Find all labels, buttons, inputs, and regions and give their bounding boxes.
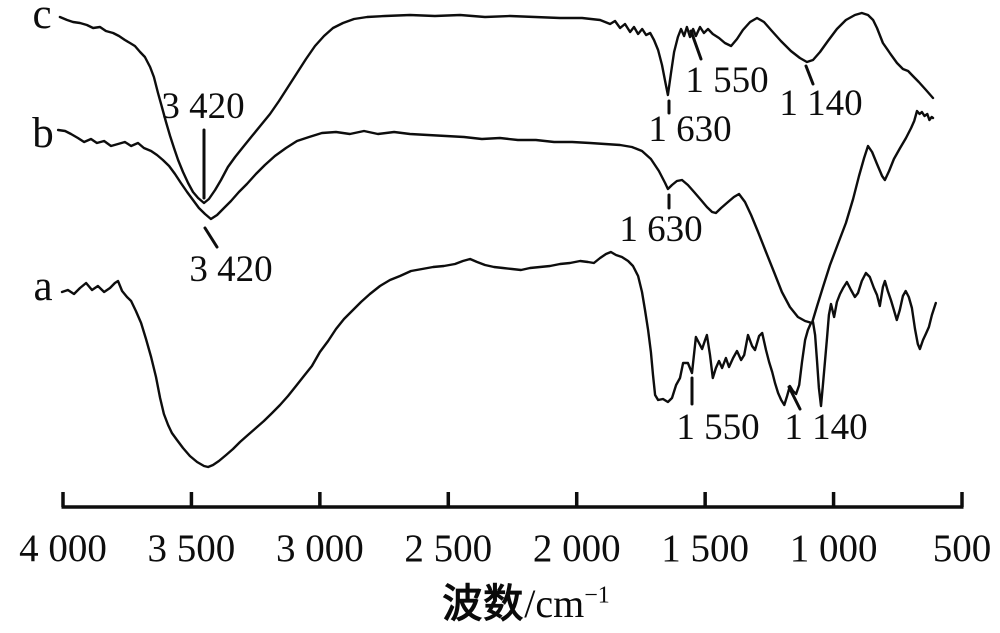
peak-leader-b-3420 — [203, 226, 219, 249]
x-axis-title-unit: /cm — [524, 581, 585, 626]
peak-label-c-1550: 1 550 — [685, 60, 768, 101]
peak-label-c-1140: 1 140 — [779, 83, 862, 124]
x-axis-tick-label-3000: 3 000 — [276, 527, 364, 570]
x-axis-title-superscript: −1 — [584, 582, 610, 609]
series-letter-a: a — [33, 263, 52, 310]
peak-leader-c-1550 — [689, 29, 703, 61]
series-letter-b: b — [32, 110, 54, 157]
spectrum-curve-a — [60, 250, 937, 469]
x-axis-tick-label-4000: 4 000 — [19, 527, 107, 570]
spectrum-curve-b — [56, 109, 935, 325]
peak-label-a-1140: 1 140 — [784, 407, 867, 448]
peak-leader-a-1140 — [787, 385, 802, 411]
x-axis-tick-label-1000: 1 000 — [790, 527, 878, 570]
series-letter-c: c — [32, 0, 51, 38]
peak-label-c-3420: 3 420 — [161, 86, 244, 127]
x-axis-title-cjk: 波数 — [442, 581, 525, 626]
x-axis-tick-label-500: 500 — [933, 527, 992, 570]
x-axis-tick-label-3500: 3 500 — [148, 527, 236, 570]
x-axis-tick-label-2000: 2 000 — [533, 527, 621, 570]
x-axis-tick-label-1500: 1 500 — [661, 527, 749, 570]
peak-label-b-3420: 3 420 — [189, 249, 272, 290]
peak-label-b-1630: 1 630 — [619, 209, 702, 250]
x-axis-title: 波数/cm−1 — [442, 584, 610, 624]
peak-label-a-1550: 1 550 — [676, 407, 759, 448]
peak-label-c-1630: 1 630 — [648, 109, 731, 150]
spectrum-curve-c — [58, 11, 935, 205]
peak-leader-c-1140 — [804, 64, 815, 86]
x-axis-tick-label-2500: 2 500 — [404, 527, 492, 570]
